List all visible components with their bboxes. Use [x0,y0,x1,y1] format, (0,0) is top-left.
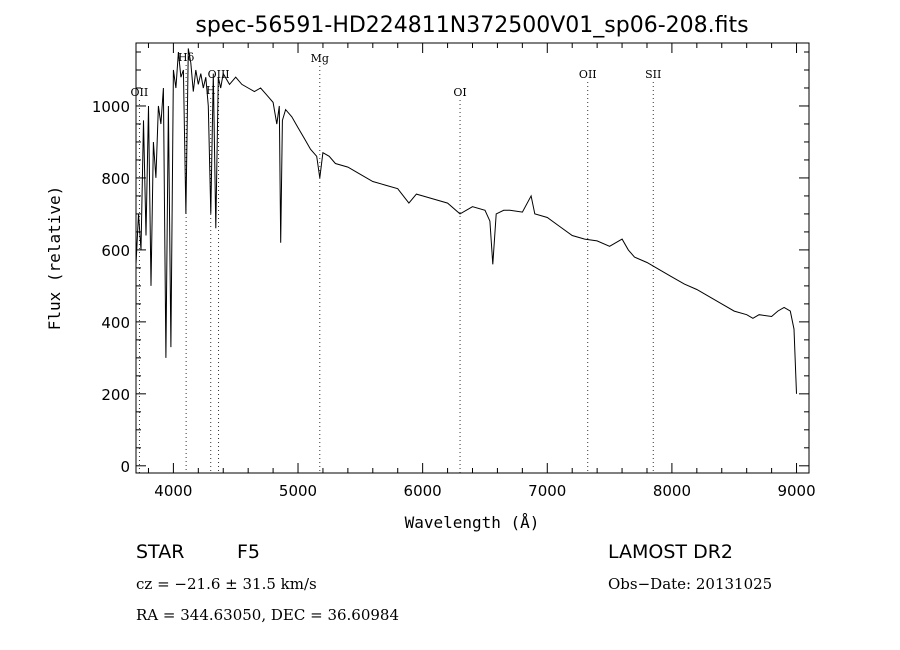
y-tick-label: 200 [101,386,130,404]
spectral-line-label: H [206,84,216,97]
x-tick-label: 4000 [154,482,192,500]
coordinates: RA = 344.63050, DEC = 36.60984 [136,606,399,624]
chart-title: spec-56591-HD224811N372500V01_sp06-208.f… [195,13,748,38]
y-tick-label: 0 [120,458,130,476]
spectrum-series-line [135,48,797,394]
x-axis-label: Wavelength (Å) [405,513,540,532]
y-tick-label: 1000 [92,98,130,116]
x-tick-label: 8000 [653,482,691,500]
spectral-line-label: OI [453,86,466,99]
axis-ticks: 4000 5000 6000 7000 8000 9000 0 200 400 600 800 100… [92,43,816,500]
y-tick-label: 400 [101,314,130,332]
y-tick-label: 800 [101,170,130,188]
object-type: STAR [136,541,184,563]
spectral-line-label: OII [579,68,597,81]
spectral-subclass: F5 [237,541,260,563]
x-tick-label: 7000 [528,482,566,500]
redshift-velocity: cz = −21.6 ± 31.5 km/s [136,575,317,593]
y-tick-label: 600 [101,242,130,260]
x-tick-label: 9000 [777,482,815,500]
spectral-line-label: Mg [311,52,329,65]
spectral-line-label: Hδ [178,51,195,64]
survey-name: LAMOST DR2 [608,541,733,563]
x-tick-label: 5000 [279,482,317,500]
x-tick-label: 6000 [404,482,442,500]
spectral-line-label: SII [645,68,661,81]
plot-frame [135,42,810,474]
y-axis-label: Flux (relative) [45,186,64,331]
observation-date: Obs−Date: 20131025 [608,575,772,593]
spectral-line-label: OII [131,86,149,99]
